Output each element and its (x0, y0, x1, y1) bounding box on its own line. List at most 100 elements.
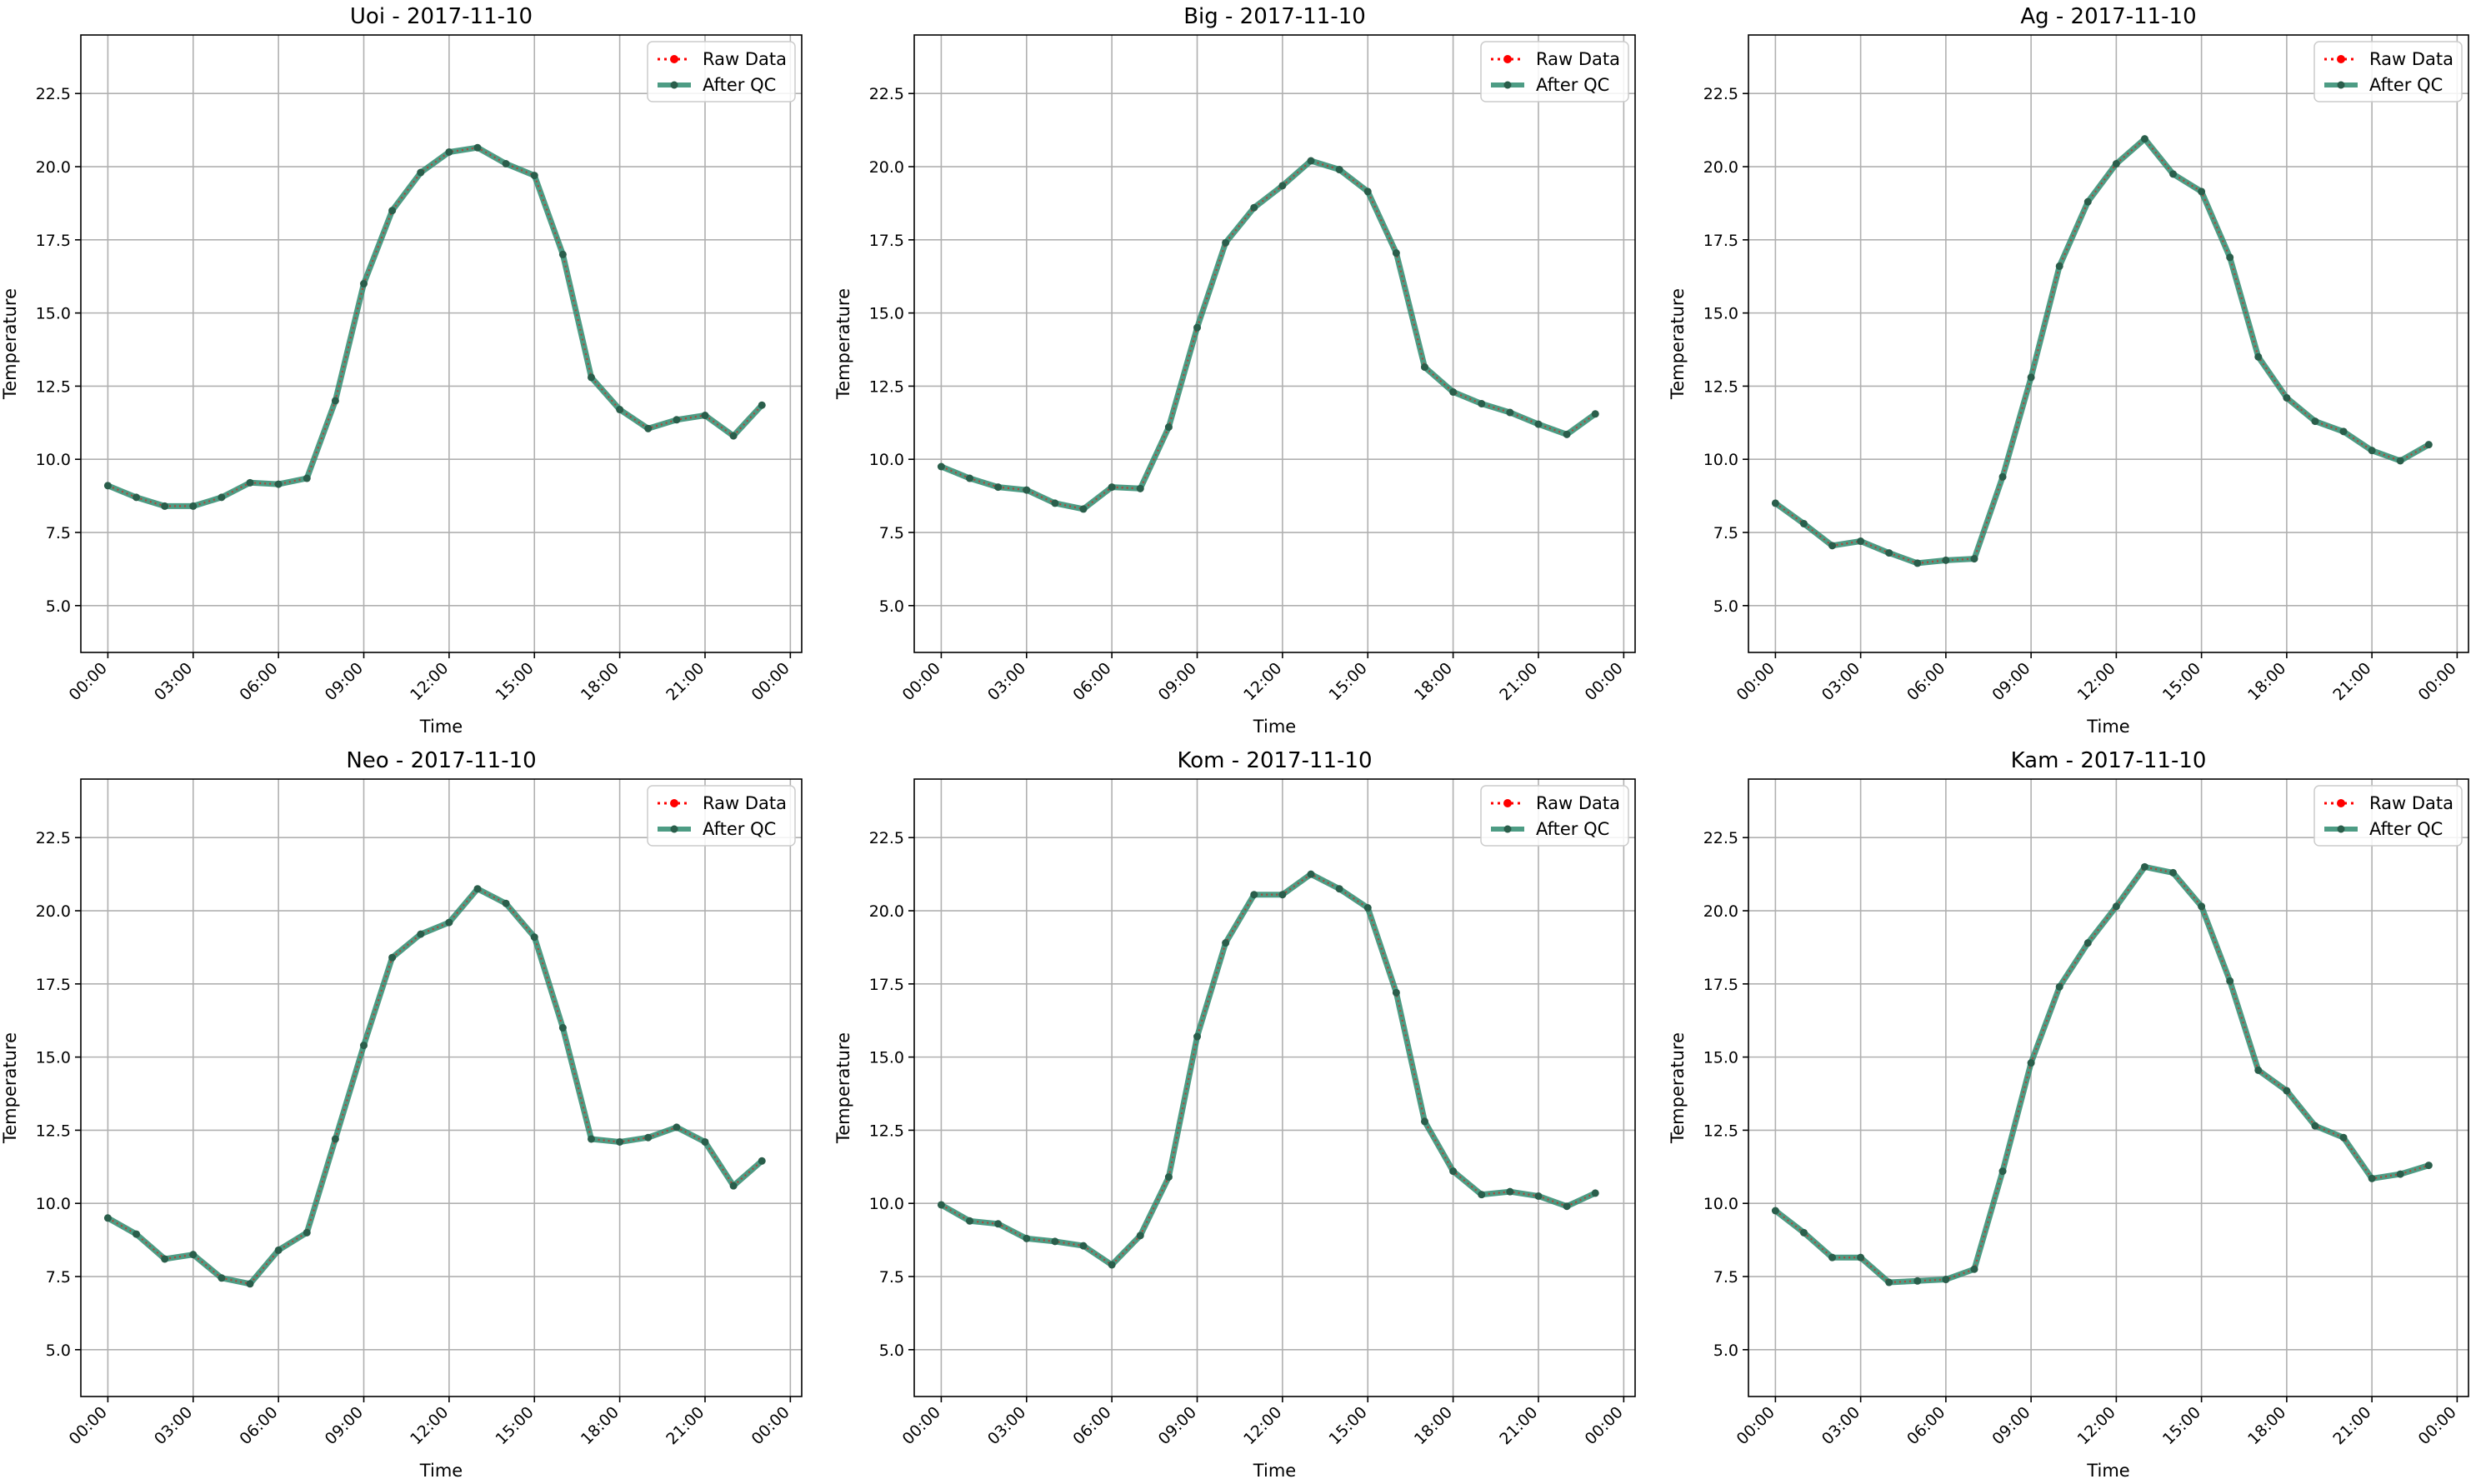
chart-title: Uoi - 2017-11-10 (350, 4, 533, 29)
y-axis-label: Temperature (833, 288, 853, 400)
data-point (937, 1201, 945, 1209)
data-point (1335, 166, 1343, 174)
data-point (2424, 441, 2433, 449)
x-axis-label: Time (419, 1461, 463, 1481)
x-axis-label: Time (419, 717, 463, 737)
data-point (218, 1274, 226, 1282)
y-tick-label: 7.5 (1713, 1268, 1738, 1287)
data-point (729, 1182, 738, 1190)
data-point (1828, 1253, 1837, 1262)
data-point (558, 1024, 567, 1032)
data-point (1278, 891, 1287, 899)
x-tick-label: 06:00 (1069, 1403, 1114, 1448)
data-point (758, 1157, 766, 1165)
data-point (189, 502, 198, 510)
y-tick-label: 7.5 (46, 524, 71, 542)
data-point (1449, 387, 1458, 396)
data-point (530, 933, 538, 942)
x-tick-label: 15:00 (1326, 1403, 1371, 1448)
x-tick-label: 18:00 (578, 659, 623, 704)
subplot-1: 5.0 7.5 10.0 12.5 15.0 17.5 20.0 22.5 00:00 03:00… (0, 4, 803, 737)
legend-qc-marker (1503, 825, 1512, 833)
y-tick-label: 20.0 (36, 158, 71, 177)
data-point (246, 478, 254, 487)
data-point (274, 480, 283, 488)
legend-qc-marker (2337, 81, 2345, 89)
data-point (360, 280, 368, 288)
x-tick-label: 21:00 (2329, 659, 2374, 704)
data-point (644, 1133, 653, 1142)
chart-title: Neo - 2017-11-10 (346, 748, 536, 773)
legend: Raw Data After QC (1480, 785, 1629, 847)
data-point (1885, 549, 1893, 557)
x-tick-label: 03:00 (984, 1403, 1029, 1448)
x-tick-label: 18:00 (2244, 659, 2289, 704)
data-point (1164, 423, 1173, 432)
data-point (1771, 1207, 1779, 1215)
data-point (1250, 203, 1258, 212)
data-point (2169, 170, 2178, 178)
data-point (473, 885, 482, 893)
x-tick-label: 09:00 (322, 659, 367, 704)
data-point (2169, 868, 2178, 877)
x-tick-label: 03:00 (151, 659, 196, 704)
data-point (1799, 1228, 1808, 1237)
x-tick-label: 03:00 (984, 659, 1029, 704)
data-point (2198, 902, 2206, 911)
series-after-qc-line (107, 144, 764, 509)
data-point (1250, 891, 1258, 899)
data-point (673, 1123, 681, 1132)
x-axis-label: Time (2086, 1461, 2129, 1481)
data-point (2311, 1122, 2319, 1130)
x-tick-label: 00:00 (1733, 659, 1778, 704)
y-axis-label: Temperature (833, 1032, 853, 1144)
data-point (2368, 1174, 2376, 1182)
axes-frame (80, 778, 803, 1397)
data-point (2396, 457, 2404, 465)
data-point (701, 412, 709, 420)
legend-raw-marker (670, 55, 678, 63)
y-tick-label: 12.5 (1703, 377, 1738, 396)
y-tick-label: 17.5 (1703, 232, 1738, 250)
subplot-4: 5.0 7.5 10.0 12.5 15.0 17.5 20.0 22.5 00:00 03:00… (0, 748, 803, 1481)
data-point (360, 1042, 368, 1050)
data-point (2198, 187, 2206, 196)
data-point (1942, 1276, 1950, 1284)
data-point (1079, 1242, 1088, 1250)
y-tick-label: 20.0 (869, 158, 904, 177)
series-after-qc-line (940, 157, 1598, 512)
legend-raw-label: Raw Data (703, 793, 787, 813)
axes-frame (1748, 778, 2469, 1397)
data-point (1885, 1278, 1893, 1287)
data-point (1335, 885, 1343, 893)
data-point (1307, 157, 1315, 165)
data-point (2339, 427, 2348, 436)
y-tick-label: 12.5 (869, 377, 904, 396)
data-point (1970, 555, 1978, 563)
x-tick-label: 03:00 (1818, 1403, 1863, 1448)
chart-title: Big - 2017-11-10 (1183, 4, 1366, 29)
legend: Raw Data After QC (2313, 41, 2463, 102)
y-tick-label: 12.5 (36, 1122, 71, 1140)
y-tick-label: 10.0 (36, 451, 71, 469)
legend-qc-label: After QC (703, 819, 776, 839)
data-point (1857, 1253, 1865, 1262)
series-after-qc-line (106, 886, 764, 1287)
legend-qc-marker (2337, 825, 2345, 833)
y-tick-label: 22.5 (36, 85, 71, 103)
x-tick-label: 09:00 (1155, 659, 1200, 704)
y-tick-label: 10.0 (1703, 1195, 1738, 1213)
series-raw-data-line (1774, 137, 2429, 565)
y-tick-label: 5.0 (1713, 597, 1738, 616)
data-point (966, 1217, 974, 1225)
series-raw-data-line (940, 159, 1596, 511)
data-point (1506, 1187, 1514, 1196)
data-point (1023, 486, 1031, 494)
x-tick-label: 00:00 (1733, 1403, 1778, 1448)
x-axis-label: Time (1253, 717, 1296, 737)
y-axis-label: Temperature (0, 288, 20, 400)
x-axis-label: Time (1253, 1461, 1296, 1481)
y-tick-label: 22.5 (36, 829, 71, 847)
data-point (530, 172, 538, 180)
y-tick-label: 7.5 (1713, 524, 1738, 542)
